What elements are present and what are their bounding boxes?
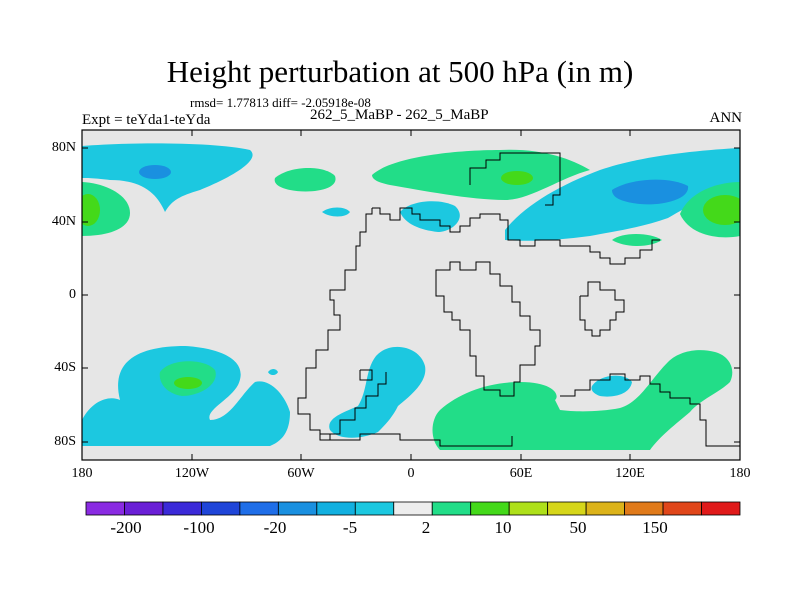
contour-cyan-indian <box>591 375 632 397</box>
contour-s-green <box>432 350 733 450</box>
coastline-antarctica <box>320 433 513 447</box>
coastline-greenland <box>469 152 561 206</box>
coastline-islands <box>359 369 373 381</box>
colorbar-label: 10 <box>494 518 512 537</box>
colorbar-swatch <box>162 501 202 516</box>
colorbar-swatch <box>85 501 125 516</box>
experiment-label: Expt = teYda1-teYda <box>82 112 211 128</box>
lon-label-0: 0 <box>407 466 415 481</box>
chart-title: Height perturbation at 500 hPa (in m) <box>166 54 634 89</box>
contour-nw-blue <box>139 165 171 179</box>
lat-label-0: 0 <box>69 287 76 302</box>
contour-sw-lime <box>174 377 202 389</box>
coastline-africa <box>435 261 541 397</box>
colorbar-swatch <box>239 501 279 516</box>
lon-label-180e: 180 <box>729 466 751 481</box>
colorbar-swatch <box>547 501 587 516</box>
colorbar-swatch <box>354 501 395 516</box>
colorbar-swatch <box>624 501 664 516</box>
contour-sam-cyan <box>329 346 426 438</box>
colorbar-swatch <box>701 501 741 516</box>
colorbar-swatch <box>470 501 510 516</box>
colorbar-label: -200 <box>110 518 142 537</box>
contour-cyan-dot <box>268 369 278 375</box>
lon-label-180w: 180 <box>71 466 93 481</box>
contour-n-green <box>372 149 590 200</box>
coastline-australia <box>560 373 740 447</box>
contour-nw-cyan <box>82 143 253 212</box>
contour-n-lime <box>501 171 533 185</box>
colorbar-label: 150 <box>642 518 668 537</box>
contour-ne-blue <box>612 179 689 205</box>
contour-cyan-small <box>322 207 350 217</box>
contour-green-patch <box>612 234 662 246</box>
colorbar-swatch <box>316 501 356 516</box>
lon-label-120e: 120E <box>615 466 645 481</box>
lat-label-80s: 80S <box>54 434 76 449</box>
lat-label-80n: 80N <box>51 140 76 155</box>
colorbar-label: -5 <box>342 518 358 537</box>
coastlines <box>297 152 740 447</box>
contour-sw-cyan <box>82 346 290 446</box>
colorbar-swatch <box>124 501 164 516</box>
colorbar <box>85 501 741 516</box>
coastline-americas <box>297 208 387 441</box>
rmsd-stats: rmsd= 1.77813 diff= -2.05918e-08 <box>190 95 371 110</box>
colorbar-label: -100 <box>183 518 215 537</box>
axis-ticks <box>81 130 741 460</box>
lat-label-40s: 40S <box>54 360 76 375</box>
lon-label-60w: 60W <box>287 466 315 481</box>
colorbar-label: 50 <box>569 518 587 537</box>
contour-cyan-europe <box>400 201 460 232</box>
season-label: ANN <box>709 110 743 126</box>
colorbar-swatch <box>201 501 241 516</box>
colorbar-swatch <box>662 501 702 516</box>
colorbar-swatch <box>508 501 549 516</box>
colorbar-swatch <box>585 501 625 516</box>
contour-e-lime <box>703 195 740 225</box>
lon-label-60e: 60E <box>509 466 533 481</box>
contour-fills <box>82 143 740 450</box>
case-label: 262_5_MaBP - 262_5_MaBP <box>310 107 489 123</box>
contour-n-green-small <box>274 167 336 192</box>
colorbar-swatch <box>277 501 318 516</box>
colorbar-swatch <box>393 501 433 516</box>
lon-label-120w: 120W <box>174 466 210 481</box>
colorbar-label: 2 <box>421 518 431 537</box>
lat-label-40n: 40N <box>51 214 76 229</box>
coastline-europe-asia <box>372 207 660 265</box>
contour-w-lime <box>82 194 100 226</box>
colorbar-swatch <box>431 501 472 516</box>
colorbar-label: -20 <box>263 518 287 537</box>
coastline-india <box>579 281 625 337</box>
